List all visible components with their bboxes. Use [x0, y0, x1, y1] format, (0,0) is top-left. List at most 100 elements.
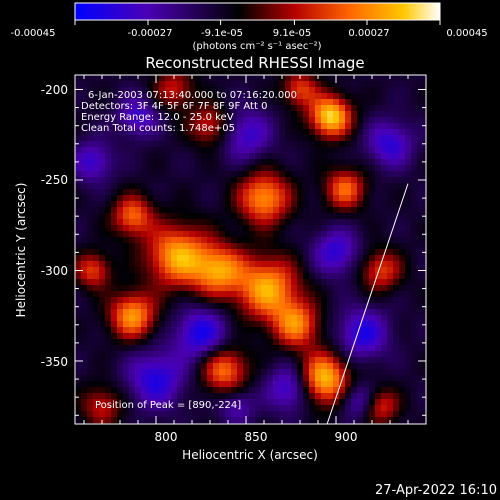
heatmap-cell — [93, 321, 99, 327]
heatmap-cell — [129, 369, 135, 375]
heatmap-cell — [225, 81, 231, 87]
heatmap-cell — [177, 159, 183, 165]
heatmap-cell — [405, 243, 411, 249]
heatmap-cell — [243, 177, 249, 183]
heatmap-cell — [225, 183, 231, 189]
heatmap-cell — [297, 381, 303, 387]
heatmap-cell — [129, 147, 135, 153]
heatmap-cell — [327, 177, 333, 183]
heatmap-cell — [183, 291, 189, 297]
heatmap-cell — [351, 363, 357, 369]
heatmap-cell — [297, 123, 303, 129]
heatmap-cell — [159, 225, 165, 231]
heatmap-cell — [237, 267, 243, 273]
heatmap-cell — [279, 291, 285, 297]
heatmap-cell — [375, 165, 381, 171]
heatmap-cell — [357, 81, 363, 87]
heatmap-cell — [279, 87, 285, 93]
heatmap-cell — [261, 369, 267, 375]
heatmap-cell — [351, 153, 357, 159]
heatmap-cell — [111, 171, 117, 177]
heatmap-cell — [351, 159, 357, 165]
heatmap-cell — [261, 375, 267, 381]
heatmap-cell — [135, 219, 141, 225]
heatmap-cell — [357, 93, 363, 99]
heatmap-cell — [135, 285, 141, 291]
heatmap-cell — [327, 123, 333, 129]
heatmap-cell — [369, 201, 375, 207]
heatmap-cell — [351, 225, 357, 231]
heatmap-cell — [147, 111, 153, 117]
heatmap-cell — [339, 291, 345, 297]
heatmap-cell — [255, 93, 261, 99]
heatmap-cell — [207, 129, 213, 135]
heatmap-cell — [375, 315, 381, 321]
heatmap-cell — [381, 129, 387, 135]
heatmap-cell — [207, 147, 213, 153]
heatmap-cell — [375, 417, 381, 423]
heatmap-cell — [255, 159, 261, 165]
heatmap-cell — [315, 129, 321, 135]
heatmap-cell — [351, 303, 357, 309]
heatmap-cell — [237, 279, 243, 285]
heatmap-cell — [405, 303, 411, 309]
heatmap-cell — [363, 393, 369, 399]
heatmap-cell — [195, 249, 201, 255]
heatmap-cell — [81, 273, 87, 279]
heatmap-cell — [267, 117, 273, 123]
heatmap-cell — [249, 261, 255, 267]
heatmap-cell — [129, 135, 135, 141]
heatmap-cell — [423, 333, 426, 339]
heatmap-cell — [423, 393, 426, 399]
heatmap-cell — [393, 129, 399, 135]
heatmap-cell — [117, 393, 123, 399]
heatmap-cell — [207, 213, 213, 219]
heatmap-cell — [243, 297, 249, 303]
heatmap-cell — [201, 297, 207, 303]
heatmap-cell — [411, 393, 417, 399]
heatmap-cell — [375, 105, 381, 111]
heatmap-cell — [357, 207, 363, 213]
heatmap-cell — [117, 321, 123, 327]
heatmap-cell — [267, 291, 273, 297]
heatmap-cell — [213, 105, 219, 111]
heatmap-cell — [303, 285, 309, 291]
heatmap-cell — [351, 345, 357, 351]
heatmap-cell — [327, 381, 333, 387]
heatmap-cell — [279, 405, 285, 411]
heatmap-cell — [255, 117, 261, 123]
heatmap-cell — [75, 243, 81, 249]
heatmap-cell — [225, 309, 231, 315]
heatmap-cell — [417, 159, 423, 165]
heatmap-cell — [135, 231, 141, 237]
heatmap-cell — [345, 231, 351, 237]
heatmap-cell — [393, 231, 399, 237]
heatmap-cell — [111, 417, 117, 423]
heatmap-cell — [381, 261, 387, 267]
heatmap-cell — [321, 297, 327, 303]
heatmap-cell — [177, 147, 183, 153]
heatmap-cell — [129, 333, 135, 339]
heatmap-cell — [231, 147, 237, 153]
heatmap-cell — [297, 231, 303, 237]
heatmap-cell — [405, 327, 411, 333]
heatmap-cell — [81, 369, 87, 375]
heatmap-cell — [273, 399, 279, 405]
heatmap-cell — [129, 195, 135, 201]
heatmap-cell — [237, 285, 243, 291]
heatmap-cell — [393, 195, 399, 201]
y-tick-label: -200 — [41, 83, 68, 97]
heatmap-cell — [291, 117, 297, 123]
heatmap-cell — [195, 267, 201, 273]
heatmap-cell — [195, 237, 201, 243]
heatmap-cell — [231, 177, 237, 183]
heatmap-cell — [279, 309, 285, 315]
heatmap-cell — [399, 405, 405, 411]
heatmap-cell — [165, 243, 171, 249]
info-clean-counts: Clean Total counts: 1.748e+05 — [81, 123, 235, 134]
heatmap-cell — [363, 369, 369, 375]
heatmap-cell — [291, 129, 297, 135]
heatmap-cell — [111, 105, 117, 111]
heatmap-cell — [375, 399, 381, 405]
heatmap-cell — [351, 375, 357, 381]
